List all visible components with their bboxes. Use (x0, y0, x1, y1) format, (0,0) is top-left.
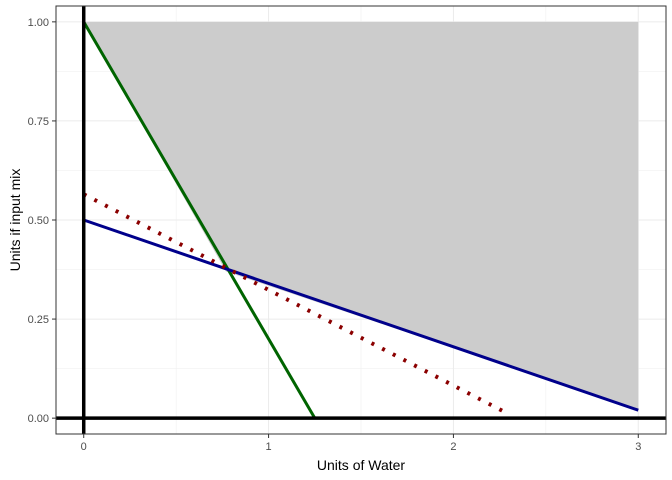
series-line-3 (82, 192, 510, 416)
y-axis-ticks: 0.00 0.25 0.50 0.75 1.00 (28, 17, 56, 425)
y-tick-label: 0.50 (28, 215, 49, 227)
reference-lines-layer (56, 6, 666, 434)
series-line-1 (82, 21, 317, 419)
y-tick-label: 0.75 (28, 116, 49, 128)
feasible-region (83, 21, 639, 411)
x-axis-title: Units of Water (317, 457, 406, 473)
x-tick-label: 2 (450, 441, 456, 453)
series-line-2 (83, 218, 639, 412)
series-layer (82, 21, 639, 419)
y-axis-title: Units if input mix (7, 169, 23, 272)
x-tick-label: 0 (81, 441, 87, 453)
x-axis-ticks: 0 1 2 3 (81, 434, 641, 453)
x-tick-label: 1 (266, 441, 272, 453)
feasible-region-layer (83, 21, 639, 411)
y-tick-label: 1.00 (28, 17, 49, 29)
x-tick-label: 3 (635, 441, 641, 453)
y-tick-label: 0.25 (28, 314, 49, 326)
y-tick-label: 0.00 (28, 413, 49, 425)
